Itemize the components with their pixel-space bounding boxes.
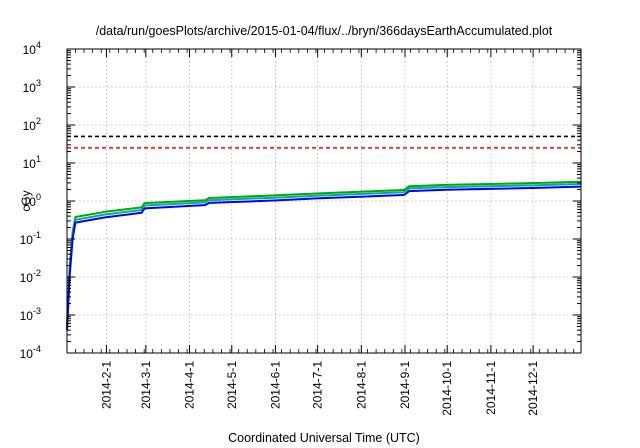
x-tick-label: 2014-7-1 <box>311 361 325 409</box>
x-tick-label: 2014-8-1 <box>354 361 368 409</box>
x-tick-label: 2014-6-1 <box>268 361 282 409</box>
x-tick-label: 2014-2-1 <box>99 361 113 409</box>
y-axis-label: cGy <box>19 190 33 211</box>
series-lines <box>66 180 582 331</box>
series-line <box>66 185 582 331</box>
y-tick-label: 10-1 <box>20 230 41 247</box>
x-tick-label: 2014-12-1 <box>526 361 540 416</box>
x-tick-label: 2014-9-1 <box>398 361 412 409</box>
y-tick-label: 103 <box>23 78 41 95</box>
y-tick-label: 101 <box>23 154 41 171</box>
threshold-lines <box>67 135 581 149</box>
chart-title: /data/run/goesPlots/archive/2015-01-04/f… <box>96 24 553 38</box>
x-axis-label: Coordinated Universal Time (UTC) <box>228 431 420 445</box>
y-tick-label: 10-4 <box>20 344 41 361</box>
series-line <box>66 180 582 324</box>
x-tick-label: 2014-10-1 <box>440 361 454 416</box>
y-tick-label: 104 <box>23 40 41 57</box>
x-axis-ticks: 2014-2-1 2014-3-1 2014-4-1 2014-5-1 2014-6-1… <box>75 49 575 416</box>
x-tick-label: 2014-11-1 <box>484 361 498 415</box>
series-line <box>66 183 582 327</box>
x-tick-label: 2014-4-1 <box>183 361 197 409</box>
y-tick-label: 100 <box>23 192 41 209</box>
y-axis-ticks: 10-4 10-3 10-2 10-1 100 101 102 103 104 <box>20 40 581 361</box>
y-tick-label: 10-2 <box>20 268 41 285</box>
y-tick-label: 102 <box>23 116 41 133</box>
x-tick-label: 2014-3-1 <box>139 361 153 409</box>
y-tick-label: 10-3 <box>20 306 41 323</box>
x-tick-label: 2014-5-1 <box>225 361 239 409</box>
grid <box>67 49 581 353</box>
